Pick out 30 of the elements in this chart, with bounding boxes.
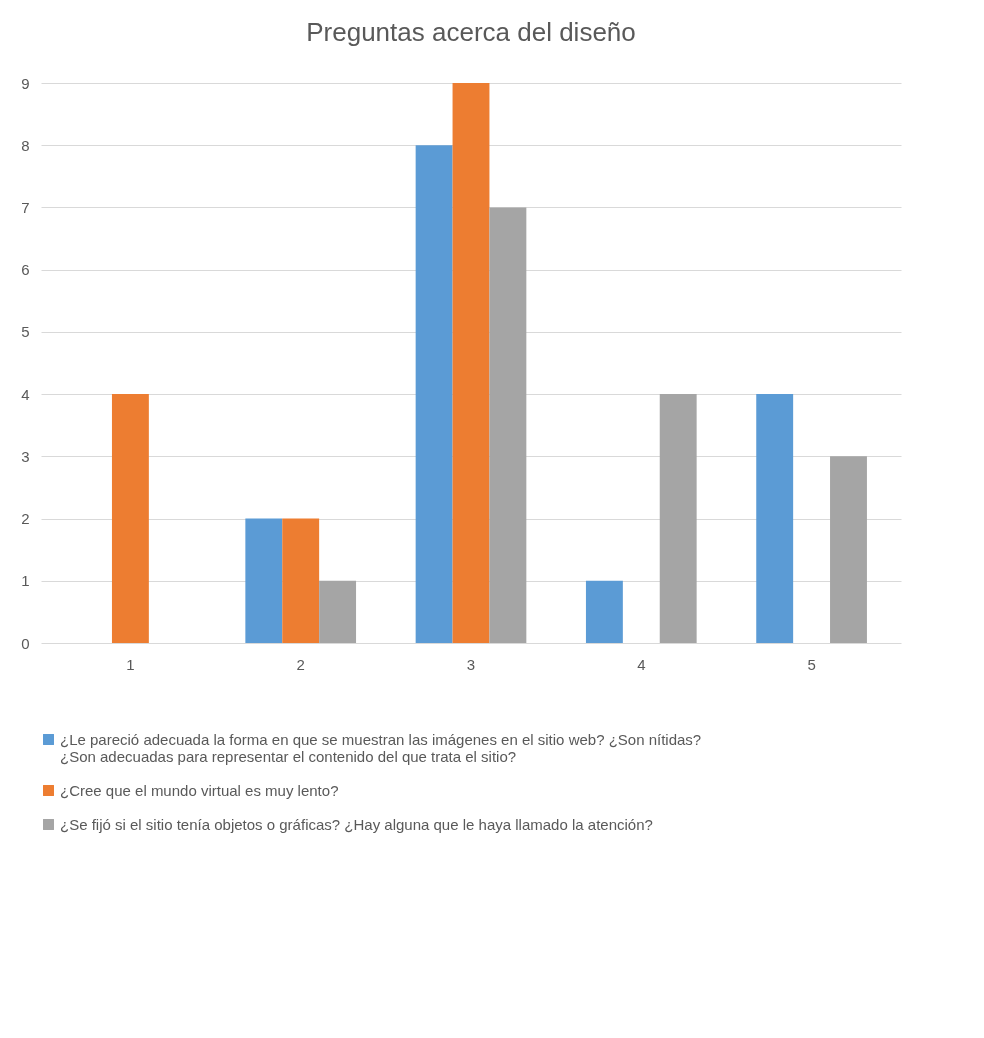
bar xyxy=(489,207,527,643)
x-tick-label: 2 xyxy=(296,655,305,673)
legend-label: ¿Cree que el mundo virtual es muy lento? xyxy=(60,781,339,799)
y-tick-label: 4 xyxy=(21,385,30,403)
y-tick-label: 3 xyxy=(21,447,30,465)
x-tick-label: 5 xyxy=(807,655,816,673)
y-tick-label: 2 xyxy=(21,510,30,528)
bar xyxy=(245,518,283,643)
bar xyxy=(585,580,623,643)
y-tick-label: 0 xyxy=(21,634,30,652)
bar xyxy=(452,83,490,643)
legend-label: ¿Le pareció adecuada la forma en que se muestran las imágenes en el sitio web? ¿Son nítidas? ¿Son adecuadas para representar el contenido del que trata el sitio? xyxy=(60,730,702,765)
y-tick-label: 8 xyxy=(21,136,30,154)
x-tick-label: 1 xyxy=(126,655,135,673)
bar xyxy=(659,394,697,643)
bar xyxy=(319,580,357,643)
y-tick-label: 9 xyxy=(21,74,30,92)
bar xyxy=(111,394,149,643)
x-tick-label: 3 xyxy=(466,655,476,673)
y-tick-label: 5 xyxy=(21,323,30,341)
bar xyxy=(830,456,867,643)
bar xyxy=(282,518,320,643)
bar xyxy=(415,145,453,643)
y-tick-label: 6 xyxy=(21,261,30,279)
chart-title: Preguntas acerca del diseño xyxy=(306,17,636,47)
y-tick-label: 7 xyxy=(21,198,30,216)
x-tick-label: 4 xyxy=(637,655,646,673)
bar xyxy=(756,394,794,643)
legend-label: ¿Se fijó si el sitio tenía objetos o gráficas? ¿Hay alguna que le haya llamado la atención? xyxy=(60,815,653,833)
y-tick-label: 1 xyxy=(21,572,30,590)
